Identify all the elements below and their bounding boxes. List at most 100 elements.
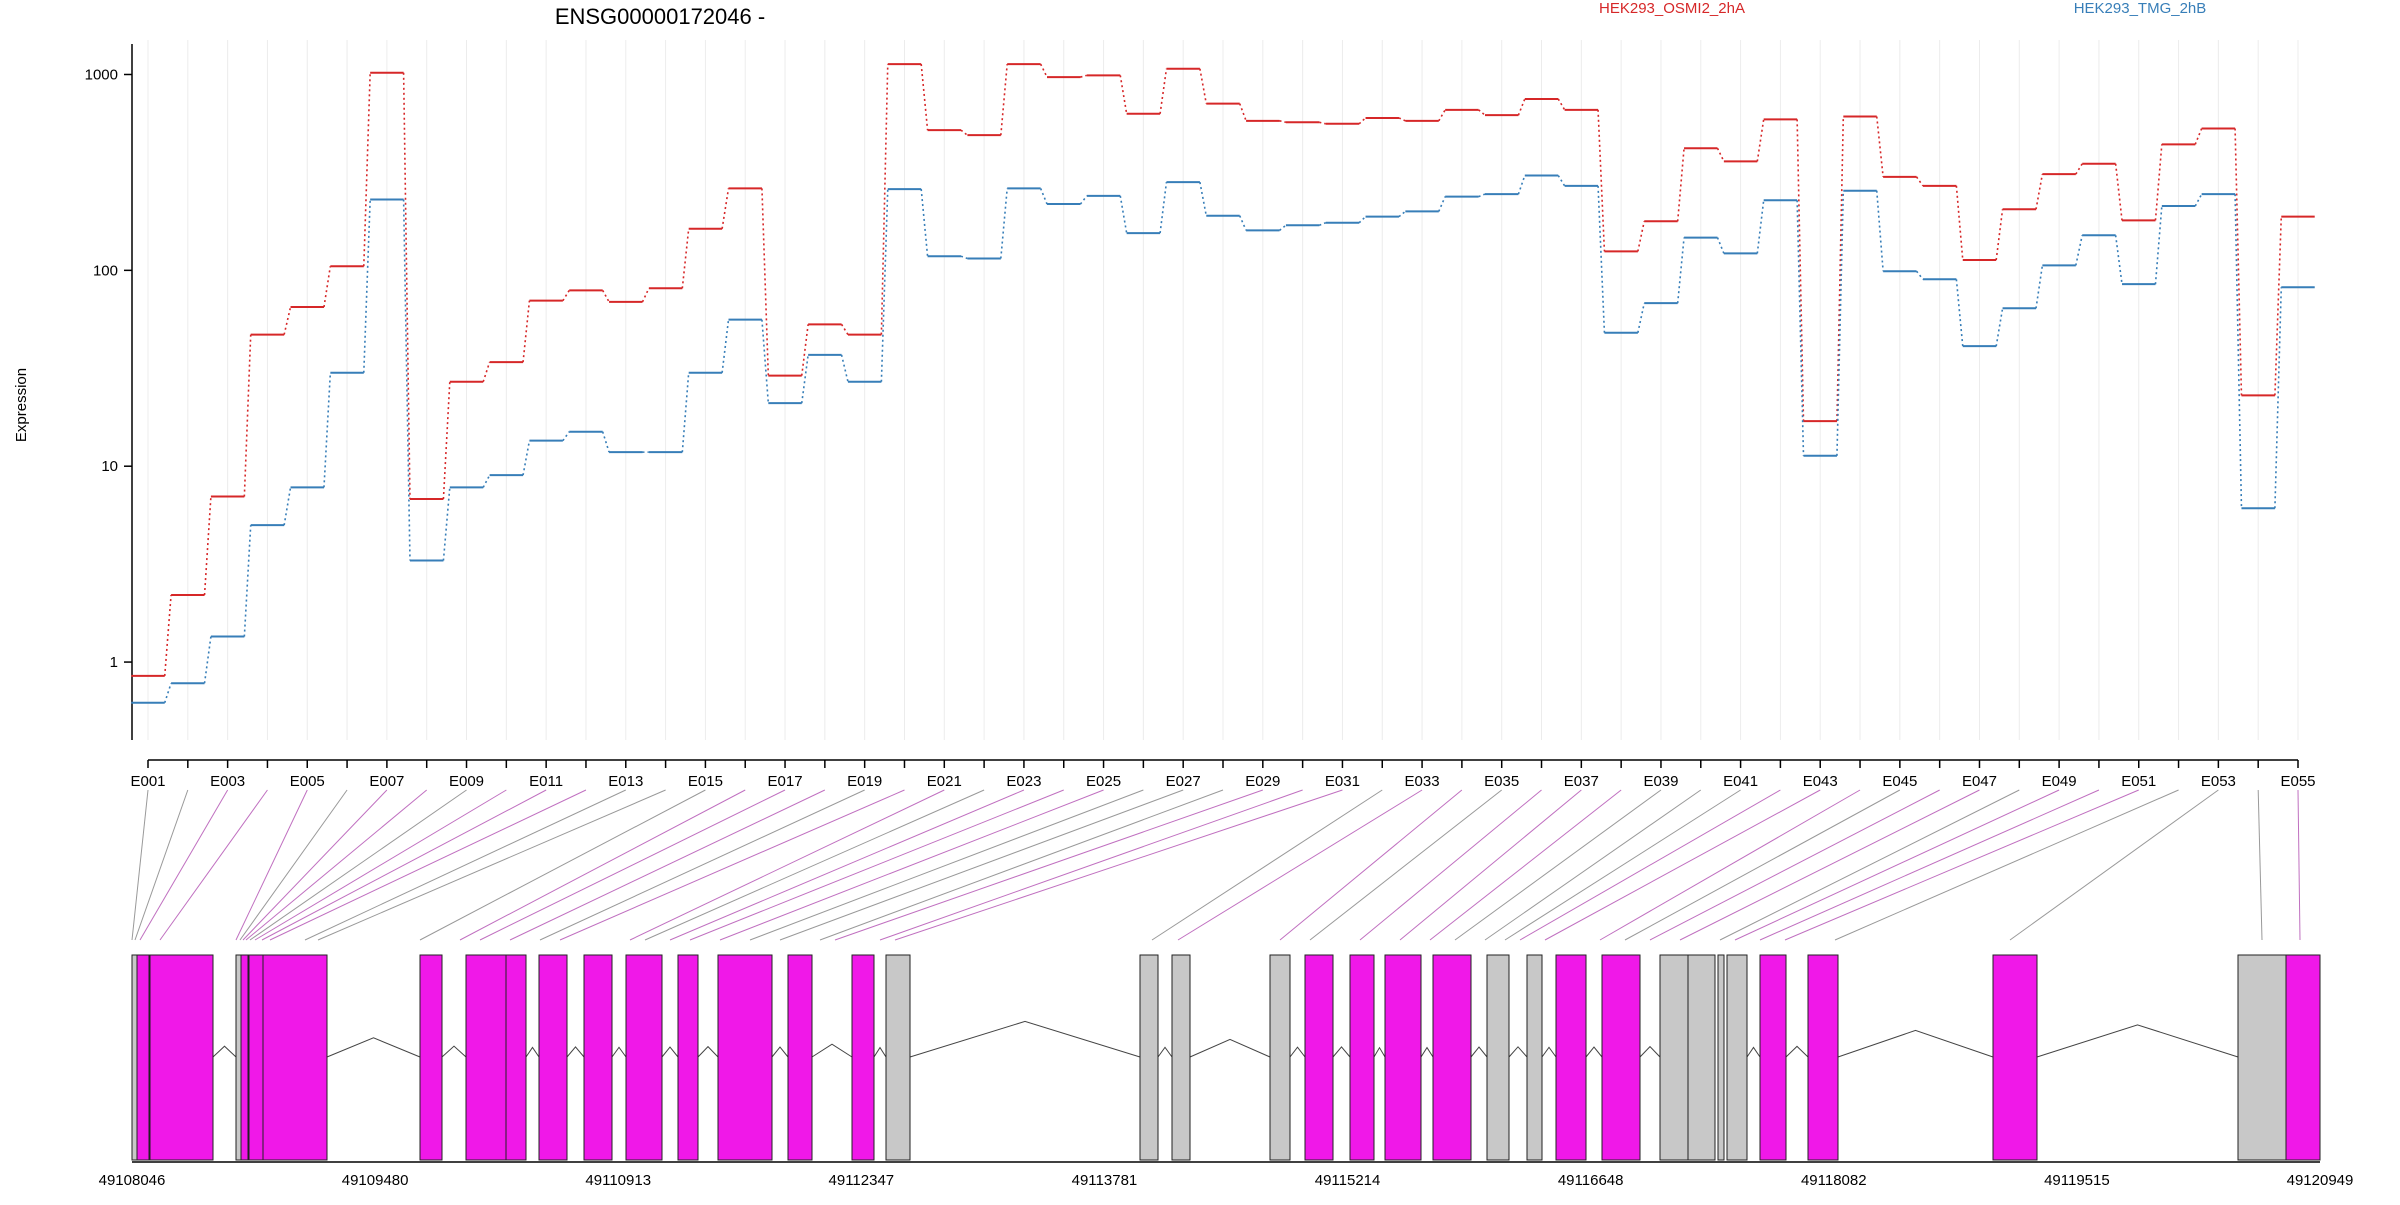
exon-box-known xyxy=(1659,954,1689,1161)
series-connector xyxy=(402,72,411,500)
x-tick-label: E009 xyxy=(449,773,484,790)
x-tick-label: E013 xyxy=(608,773,643,790)
x-tick-label: E033 xyxy=(1405,773,1440,790)
exon-connector xyxy=(479,789,786,941)
x-tick-label: E003 xyxy=(210,773,245,790)
series-connector xyxy=(243,334,252,497)
series-connector xyxy=(2234,194,2243,509)
exon-box-novel xyxy=(677,954,699,1161)
genomic-coordinate-label: 49115214 xyxy=(1315,1172,1381,1189)
series-connector xyxy=(1597,185,1606,333)
intron-line xyxy=(1508,1046,1528,1058)
series-connector xyxy=(1796,200,1805,456)
series-connector xyxy=(362,72,371,267)
series-connector xyxy=(1557,98,1566,111)
y-axis: 1 10 100 1000 xyxy=(85,44,133,740)
x-tick-label: E025 xyxy=(1086,773,1121,790)
exon-connector xyxy=(1544,789,1821,941)
exon-box-known xyxy=(1171,954,1191,1161)
x-tick-label: E023 xyxy=(1006,773,1041,790)
intron-line xyxy=(661,1046,679,1058)
legend-entry-2: HEK293_TMG_2hB xyxy=(2074,0,2207,17)
exon-connector xyxy=(2009,789,2219,941)
exon-connector xyxy=(1679,789,1980,941)
exon-connector xyxy=(1834,789,2179,941)
exon-connector xyxy=(509,789,826,941)
series-connector xyxy=(323,372,332,488)
series-connector xyxy=(1915,270,1924,280)
exon-connector xyxy=(894,789,1343,941)
series-2 xyxy=(131,174,2315,704)
intron-line xyxy=(525,1046,540,1058)
intron-line xyxy=(566,1046,585,1058)
intron-line xyxy=(1332,1046,1351,1058)
series-connector xyxy=(1080,74,1088,78)
series-connector xyxy=(681,228,690,289)
series-connector xyxy=(1836,116,1845,422)
exon-connector xyxy=(249,789,467,941)
series-connector xyxy=(1159,68,1168,114)
exon-connector xyxy=(419,789,706,941)
exon-connector xyxy=(1784,789,2139,941)
exon-box-known xyxy=(1526,954,1543,1161)
series-connector xyxy=(960,129,968,136)
exon-box-novel xyxy=(538,954,568,1161)
y-tick-label: 1 xyxy=(110,654,118,671)
exon-connector xyxy=(1151,789,1383,941)
series-connector xyxy=(2154,205,2163,285)
intron-line xyxy=(873,1046,887,1058)
genomic-coordinate-label: 49113781 xyxy=(1072,1172,1138,1189)
intron-line xyxy=(1639,1045,1661,1058)
intron-line xyxy=(909,1020,1141,1058)
series-connector xyxy=(1597,109,1606,252)
x-tick-label: E021 xyxy=(927,773,962,790)
series-connector xyxy=(1915,176,1924,187)
exon-box-novel xyxy=(1807,954,1839,1161)
series-connector xyxy=(1319,221,1327,226)
exon-box-known xyxy=(235,954,242,1161)
series-connector xyxy=(1756,119,1765,162)
exon-connector xyxy=(1719,789,2020,941)
x-tick-label: E037 xyxy=(1564,773,1599,790)
intron-line xyxy=(2036,1024,2239,1058)
series-connector xyxy=(2194,128,2203,145)
x-tick-label: E041 xyxy=(1723,773,1758,790)
series-connector xyxy=(1438,109,1446,122)
x-tick-label: E005 xyxy=(290,773,325,790)
series-connector xyxy=(1955,279,1964,347)
series-connector xyxy=(323,266,332,308)
series-connector xyxy=(1358,216,1367,224)
exon-box-novel xyxy=(465,954,507,1161)
series-connector xyxy=(1279,224,1287,231)
exon-connector xyxy=(159,789,268,941)
intron-line xyxy=(1470,1046,1488,1058)
exon-connector xyxy=(1519,789,1781,941)
series-connector xyxy=(2114,163,2123,221)
exon-connector xyxy=(1484,789,1702,941)
series-connector xyxy=(1517,175,1526,195)
series-connector xyxy=(2075,235,2083,266)
exon-box-novel xyxy=(583,954,613,1161)
exon-connector xyxy=(1759,789,2100,941)
series-connector xyxy=(1557,175,1566,187)
intron-line xyxy=(611,1046,627,1058)
exon-box-novel xyxy=(1555,954,1587,1161)
exon-box-novel xyxy=(262,954,328,1161)
genomic-coordinate-label: 49112347 xyxy=(829,1172,895,1189)
exon-connector xyxy=(719,789,1104,941)
x-tick-label: E007 xyxy=(369,773,404,790)
series-connector xyxy=(1875,116,1884,177)
series-connector xyxy=(2274,287,2283,509)
exon-box-novel xyxy=(625,954,663,1161)
series-connector xyxy=(1995,209,2004,261)
y-tick-label: 10 xyxy=(101,458,118,475)
vertical-grid xyxy=(147,40,2299,740)
series-connector xyxy=(203,636,212,684)
series-connector xyxy=(1119,75,1128,114)
genomic-coordinate-label: 49116648 xyxy=(1558,1172,1624,1189)
exon-connector xyxy=(235,789,308,941)
exon-box-novel xyxy=(851,954,875,1161)
series-connector xyxy=(1319,121,1326,125)
genomic-axis: 49108046 49109480 49110913 49112347 49113781… xyxy=(99,1161,2353,1189)
